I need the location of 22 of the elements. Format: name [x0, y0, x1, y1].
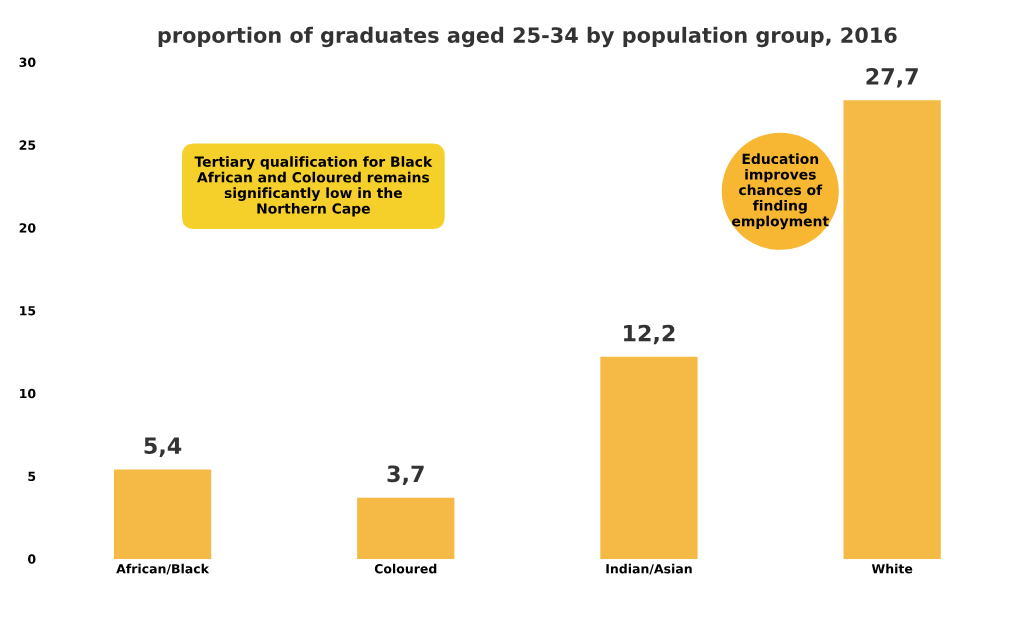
y-tick-label: 10 [20, 388, 36, 399]
data-label: 3,7 [387, 465, 424, 486]
y-tick-label: 20 [19, 223, 36, 233]
y-tick-label: 15 [20, 306, 36, 316]
annotation: Tertiary qualification for Black African and Coloured remains significantly low in the Northern Cape [194, 156, 433, 217]
y-tick-label: 25 [19, 140, 36, 150]
bar [113, 469, 212, 559]
x-tick-label: African/Black [116, 563, 210, 575]
chart-title: proportion of graduates aged 25-34 by population group, 2016 [158, 26, 897, 48]
x-tick-label: Indian/Asian [606, 563, 692, 575]
x-tick-label: White [871, 563, 913, 574]
y-tick-label: 30 [19, 57, 36, 68]
x-tick-label: Coloured [374, 563, 437, 574]
annotation: Education improves chances of finding employment [732, 153, 829, 230]
bar [600, 356, 698, 559]
data-label: 12,2 [624, 324, 675, 345]
y-tick-label: 5 [28, 471, 36, 482]
data-label: 5,4 [144, 437, 182, 457]
bar [843, 100, 941, 559]
data-label: 27,7 [866, 67, 918, 88]
y-tick-label: 0 [28, 554, 36, 564]
bar [357, 497, 455, 559]
